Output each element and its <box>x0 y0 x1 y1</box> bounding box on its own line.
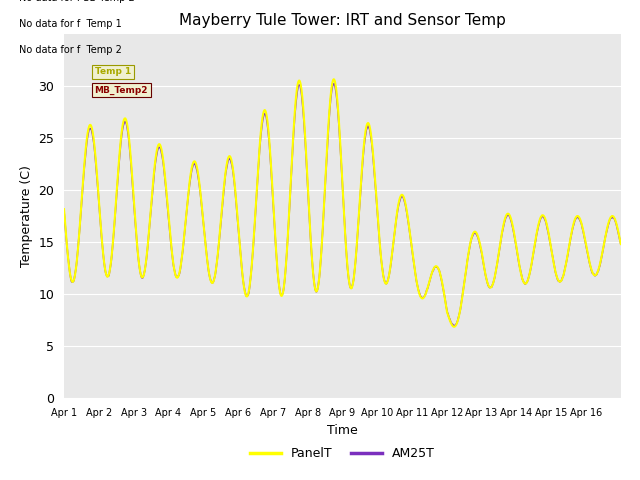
Text: No data for f  Temp 2: No data for f Temp 2 <box>19 45 122 55</box>
Title: Mayberry Tule Tower: IRT and Sensor Temp: Mayberry Tule Tower: IRT and Sensor Temp <box>179 13 506 28</box>
X-axis label: Time: Time <box>327 424 358 437</box>
Text: No data for f SB Temp 2: No data for f SB Temp 2 <box>19 0 135 3</box>
Text: No data for f  Temp 1: No data for f Temp 1 <box>19 19 122 29</box>
Text: Temp 1: Temp 1 <box>95 67 131 76</box>
Y-axis label: Temperature (C): Temperature (C) <box>20 165 33 267</box>
Legend: PanelT, AM25T: PanelT, AM25T <box>244 442 440 465</box>
Text: MB_Temp2: MB_Temp2 <box>95 85 148 95</box>
